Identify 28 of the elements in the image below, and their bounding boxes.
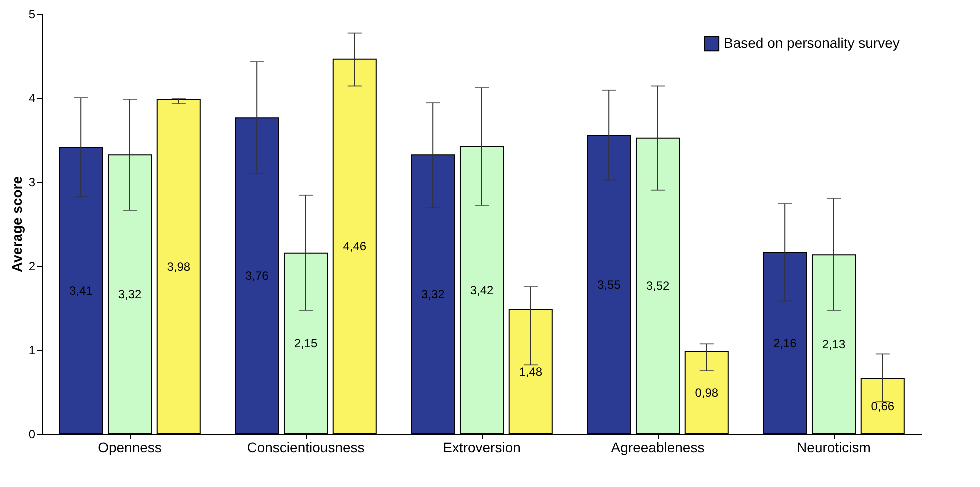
y-tick-label: 0 — [28, 428, 36, 442]
data-label: 2,15 — [294, 336, 318, 351]
data-label: 3,42 — [470, 283, 494, 298]
x-tick-label: Conscientiousness — [247, 440, 365, 456]
data-label: 0,98 — [695, 386, 719, 400]
data-label: 3,76 — [245, 269, 270, 284]
data-label: 3,55 — [597, 278, 622, 292]
x-tick-label: Neuroticism — [797, 440, 871, 456]
data-label: 3,32 — [118, 288, 142, 302]
y-axis-title: Average score — [8, 176, 25, 272]
y-tick-label: 3 — [28, 176, 36, 190]
data-label: 2,16 — [773, 336, 798, 350]
data-label: 3,32 — [421, 288, 446, 302]
data-label: 0,66 — [871, 399, 895, 414]
data-label: 4,46 — [343, 240, 367, 254]
x-tick-label: Extroversion — [443, 440, 521, 456]
y-tick-label: 5 — [28, 8, 36, 22]
data-label: 3,41 — [69, 284, 94, 298]
y-tick-label: 2 — [28, 260, 36, 274]
data-label: 1,48 — [519, 364, 543, 379]
data-label: 3,98 — [167, 260, 191, 274]
y-tick-label: 1 — [28, 344, 36, 358]
legend-label: Based on personality survey — [724, 35, 900, 51]
x-tick-label: Agreeableness — [611, 440, 705, 456]
data-label: 3,52 — [646, 279, 670, 294]
y-tick-label: 4 — [28, 92, 36, 106]
x-tick-label: Openness — [98, 440, 162, 456]
data-label: 2,13 — [822, 338, 846, 352]
